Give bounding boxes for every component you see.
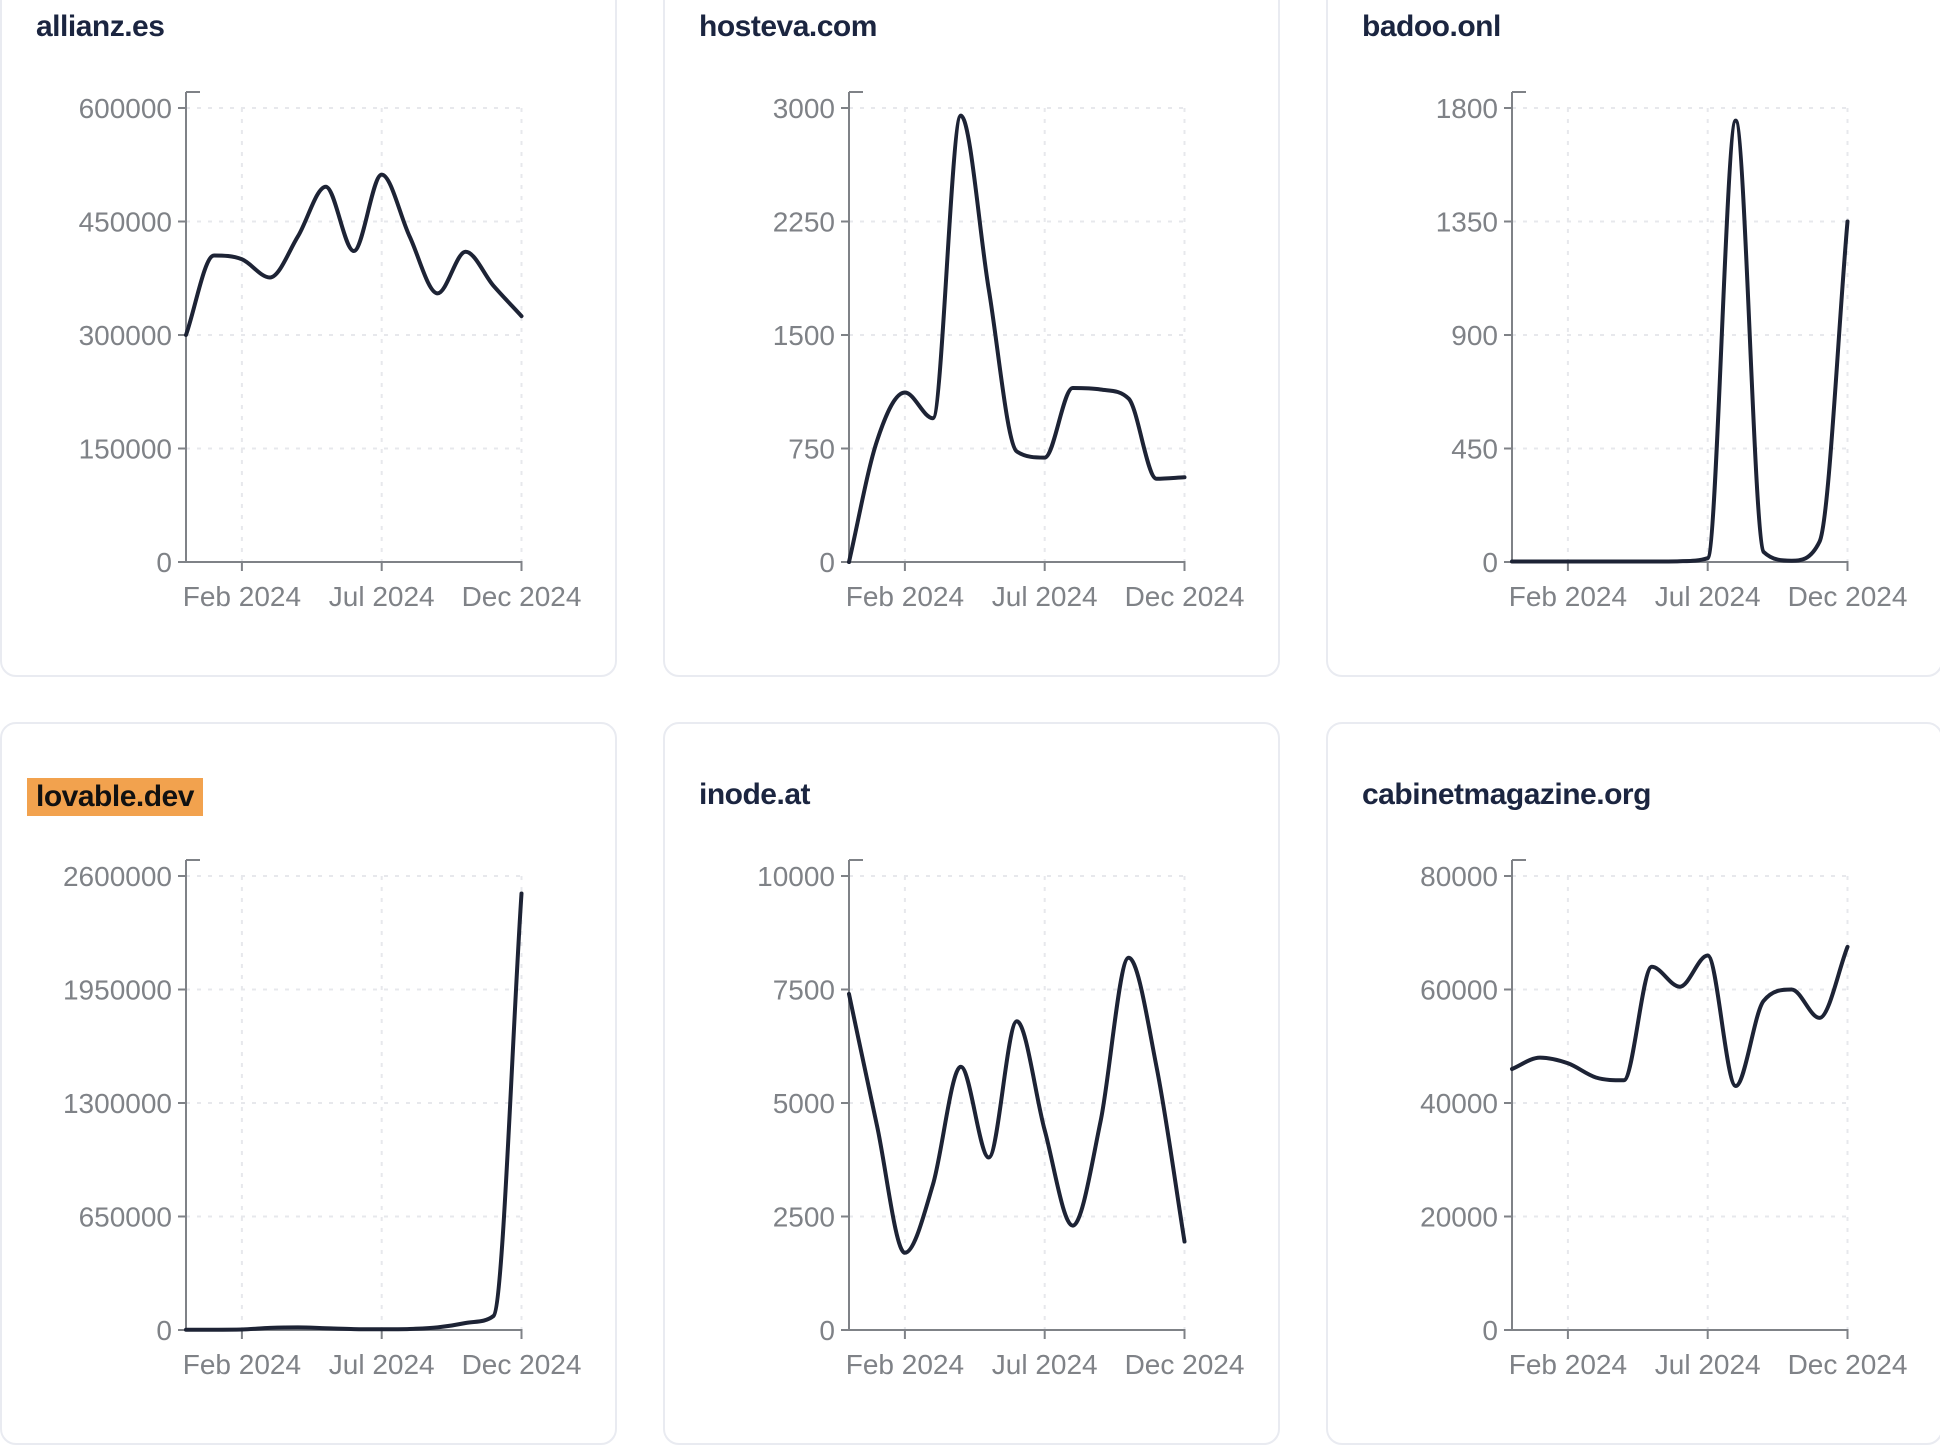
chart-card: inode.at 0 2500 5000 7500 10000 Feb 2024 Jul 2…	[663, 722, 1280, 1445]
svg-text:900: 900	[1451, 320, 1498, 351]
svg-text:2250: 2250	[773, 207, 835, 238]
svg-text:150000: 150000	[79, 434, 172, 465]
svg-text:1800: 1800	[1436, 93, 1498, 124]
svg-text:0: 0	[156, 1315, 172, 1346]
svg-text:750: 750	[788, 434, 835, 465]
domain-title: hosteva.com	[699, 10, 877, 43]
svg-text:Dec 2024: Dec 2024	[462, 581, 582, 612]
svg-text:Jul 2024: Jul 2024	[329, 581, 435, 612]
domain-title: inode.at	[699, 778, 811, 811]
svg-text:Jul 2024: Jul 2024	[992, 581, 1098, 612]
svg-text:450000: 450000	[79, 207, 172, 238]
svg-text:Jul 2024: Jul 2024	[992, 1349, 1098, 1380]
svg-text:Jul 2024: Jul 2024	[1655, 1349, 1761, 1380]
svg-text:Dec 2024: Dec 2024	[1788, 1349, 1908, 1380]
svg-text:650000: 650000	[79, 1202, 172, 1233]
svg-text:0: 0	[156, 547, 172, 578]
svg-text:Feb 2024: Feb 2024	[846, 581, 964, 612]
domain-title: cabinetmagazine.org	[1362, 778, 1651, 811]
line-chart: 0 750 1500 2250 3000 Feb 2024 Jul 2024 Dec 2024	[773, 91, 1245, 612]
svg-text:Dec 2024: Dec 2024	[1788, 581, 1908, 612]
svg-text:Jul 2024: Jul 2024	[329, 1349, 435, 1380]
domain-title: badoo.onl	[1362, 10, 1501, 43]
svg-text:Feb 2024: Feb 2024	[183, 1349, 301, 1380]
chart-card: cabinetmagazine.org 0 20000 40000 60000 8000…	[1326, 722, 1940, 1445]
svg-text:60000: 60000	[1420, 975, 1498, 1006]
line-chart: 0 450 900 1350 1800 Feb 2024 Jul 2024 Dec 2024	[1436, 91, 1908, 612]
domain-title: allianz.es	[36, 10, 165, 43]
svg-text:600000: 600000	[79, 93, 172, 124]
line-chart: 0 650000 1300000 1950000 2600000 Feb 2024 Jul …	[63, 859, 582, 1380]
svg-text:300000: 300000	[79, 320, 172, 351]
svg-text:Dec 2024: Dec 2024	[1125, 1349, 1245, 1380]
svg-text:Feb 2024: Feb 2024	[846, 1349, 964, 1380]
svg-text:0: 0	[1482, 547, 1498, 578]
chart-card: hosteva.com 0 750 1500 2250 3000 Feb 2024 Jul …	[663, 0, 1280, 677]
svg-text:2500: 2500	[773, 1202, 835, 1233]
svg-text:Feb 2024: Feb 2024	[1509, 1349, 1627, 1380]
svg-text:3000: 3000	[773, 93, 835, 124]
svg-text:1350: 1350	[1436, 207, 1498, 238]
svg-text:10000: 10000	[757, 861, 835, 892]
svg-text:1300000: 1300000	[63, 1088, 172, 1119]
svg-text:450: 450	[1451, 434, 1498, 465]
svg-text:1950000: 1950000	[63, 975, 172, 1006]
svg-text:5000: 5000	[773, 1088, 835, 1119]
svg-text:Dec 2024: Dec 2024	[462, 1349, 582, 1380]
svg-text:0: 0	[819, 547, 835, 578]
svg-text:20000: 20000	[1420, 1202, 1498, 1233]
svg-text:2600000: 2600000	[63, 861, 172, 892]
svg-text:Jul 2024: Jul 2024	[1655, 581, 1761, 612]
svg-text:Feb 2024: Feb 2024	[183, 581, 301, 612]
svg-text:40000: 40000	[1420, 1088, 1498, 1119]
svg-text:0: 0	[1482, 1315, 1498, 1346]
svg-text:Feb 2024: Feb 2024	[1509, 581, 1627, 612]
svg-text:1500: 1500	[773, 320, 835, 351]
chart-card: badoo.onl 0 450 900 1350 1800 Feb 2024 Jul 202…	[1326, 0, 1940, 677]
chart-card: lovable.dev 0 650000 1300000 1950000 2600000…	[0, 722, 617, 1445]
line-chart: 0 150000 300000 450000 600000 Feb 2024 Jul 202…	[79, 91, 582, 612]
line-chart: 0 2500 5000 7500 10000 Feb 2024 Jul 2024 Dec 20…	[757, 859, 1245, 1380]
domain-title-highlighted: lovable.dev	[27, 778, 203, 816]
svg-text:Dec 2024: Dec 2024	[1125, 581, 1245, 612]
chart-card: allianz.es 0 150000 300000 450000 600000 Feb …	[0, 0, 617, 677]
svg-text:0: 0	[819, 1315, 835, 1346]
line-chart: 0 20000 40000 60000 80000 Feb 2024 Jul 2024 Dec…	[1420, 859, 1908, 1380]
svg-text:7500: 7500	[773, 975, 835, 1006]
svg-text:80000: 80000	[1420, 861, 1498, 892]
